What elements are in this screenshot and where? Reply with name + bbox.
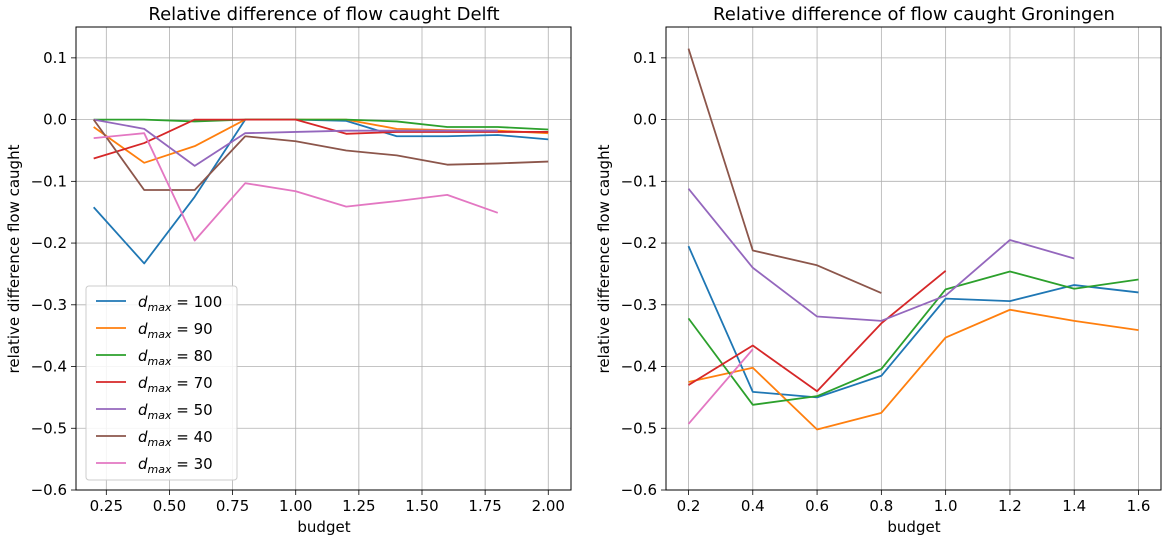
y-tick-label: −0.6: [621, 481, 657, 499]
y-tick-label: −0.2: [31, 234, 67, 252]
legend-label: dmax = 30: [138, 455, 213, 476]
series-line: [93, 132, 499, 242]
y-tick-label: 0.0: [43, 111, 67, 129]
legend-label: dmax = 90: [138, 320, 213, 341]
legend-label: dmax = 40: [138, 428, 213, 449]
legend-frame: [85, 285, 238, 481]
legend-label: dmax = 50: [138, 401, 213, 422]
series-line: [687, 348, 754, 425]
groningen-chart: Relative difference of flow caught Groni…: [595, 4, 1162, 536]
x-tick-label: 1.00: [279, 497, 312, 515]
y-tick-label: −0.1: [621, 172, 657, 190]
chart-title: Relative difference of flow caught Delft: [148, 4, 499, 25]
y-tick-label: −0.3: [31, 296, 67, 314]
x-tick-label: 1.6: [1127, 497, 1151, 515]
legend-label: dmax = 80: [138, 347, 213, 368]
plot-frame: [75, 26, 572, 491]
y-tick-label: −0.5: [621, 419, 657, 437]
series-line: [687, 48, 882, 294]
x-tick-label: 1.75: [468, 497, 501, 515]
y-axis-label: relative difference flow caught: [595, 144, 613, 373]
x-tick-label: 1.0: [934, 497, 958, 515]
series-line: [687, 270, 1139, 406]
x-tick-label: 1.25: [342, 497, 375, 515]
x-tick-label: 1.2: [998, 497, 1022, 515]
series-line: [92, 119, 549, 191]
x-tick-label: 1.50: [405, 497, 438, 515]
x-tick-label: 0.75: [216, 497, 249, 515]
y-tick-label: −0.1: [31, 172, 67, 190]
y-tick-label: −0.3: [621, 296, 657, 314]
x-tick-label: 0.4: [741, 497, 765, 515]
x-tick-label: 2.00: [532, 497, 565, 515]
y-tick-label: 0.0: [633, 111, 657, 129]
x-tick-label: 0.50: [153, 497, 186, 515]
series-line: [93, 118, 549, 160]
series-line: [687, 188, 1075, 322]
series-line: [93, 118, 498, 167]
legend-label: dmax = 70: [138, 374, 213, 395]
x-tick-label: 1.4: [1062, 497, 1086, 515]
chart-title: Relative difference of flow caught Groni…: [713, 4, 1115, 25]
series-line: [688, 270, 947, 393]
y-axis-label: relative difference flow caught: [5, 144, 23, 373]
legend: dmax = 100 dmax = 90 dmax = 80 dmax = 70 dma…: [85, 285, 238, 481]
x-tick-label: 0.2: [677, 497, 701, 515]
y-tick-label: −0.6: [31, 481, 67, 499]
x-axis-label: budget: [887, 518, 940, 536]
y-tick-label: −0.5: [31, 419, 67, 437]
y-tick-label: −0.2: [621, 234, 657, 252]
delft-chart: Relative difference of flow caught Delft…: [5, 4, 572, 536]
series-line: [93, 118, 549, 131]
plot-frame: [665, 26, 1162, 491]
x-axis-label: budget: [297, 518, 350, 536]
legend-label: dmax = 100: [138, 293, 222, 314]
y-tick-label: −0.4: [31, 358, 67, 376]
y-tick-label: 0.1: [43, 49, 67, 67]
x-tick-label: 0.6: [805, 497, 829, 515]
series-line: [688, 308, 1139, 431]
x-tick-label: 0.25: [90, 497, 123, 515]
y-tick-label: −0.4: [621, 358, 657, 376]
series-line: [687, 245, 1139, 399]
x-tick-label: 0.8: [869, 497, 893, 515]
y-tick-label: 0.1: [633, 49, 657, 67]
